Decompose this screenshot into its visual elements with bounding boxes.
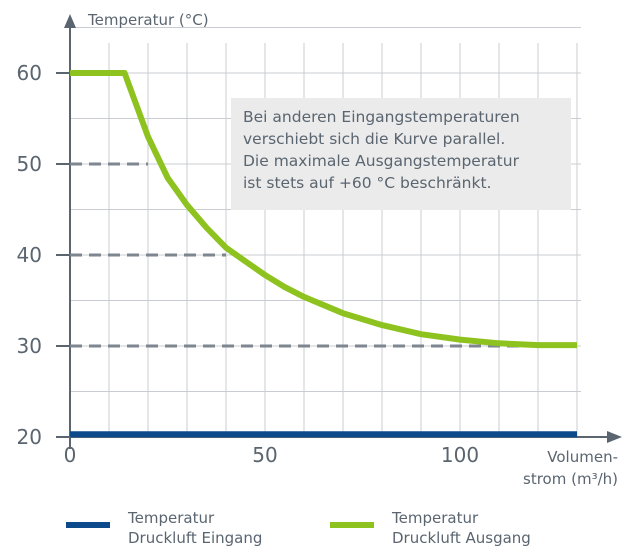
y-tick-label: 20 (17, 425, 42, 449)
annotation-line: Die maximale Ausgangstemperatur (243, 152, 519, 170)
annotation-box (231, 98, 571, 210)
annotation-text: Bei anderen Eingangstemperaturen verschi… (243, 106, 568, 194)
x-tick-label: 100 (441, 443, 479, 467)
x-axis-title: Volumen- (547, 448, 618, 466)
y-tick-label: 40 (17, 243, 42, 267)
series-line-ausgang (70, 70, 577, 349)
legend-label-line: Druckluft Ausgang (392, 529, 531, 547)
legend-item-ausgang: Temperatur Druckluft Ausgang (330, 508, 531, 548)
y-tick-label: 30 (17, 334, 42, 358)
y-tick-label: 60 (17, 61, 42, 85)
y-tick-label: 50 (17, 152, 42, 176)
annotation-line: Bei anderen Eingangstemperaturen (243, 108, 520, 126)
legend-label-line: Druckluft Eingang (128, 529, 263, 547)
y-axis-arrow (64, 14, 76, 28)
x-axis-arrow (607, 431, 622, 443)
x-tick-label: 0 (64, 443, 77, 467)
y-axis-title: Temperatur (°C) (87, 11, 209, 29)
annotation-line: ist stets auf +60 °C beschränkt. (243, 174, 492, 192)
x-tick-label: 50 (252, 443, 277, 467)
legend-label-line: Temperatur (128, 509, 215, 527)
legend-item-eingang: Temperatur Druckluft Eingang (66, 508, 262, 548)
legend-label-line: Temperatur (392, 509, 479, 527)
annotation-line: verschiebt sich die Kurve parallel. (243, 130, 506, 148)
legend-label-eingang: Temperatur Druckluft Eingang (128, 508, 262, 548)
legend-swatch-eingang (66, 522, 110, 528)
legend-label-ausgang: Temperatur Druckluft Ausgang (392, 508, 531, 548)
legend-swatch-ausgang (330, 522, 374, 528)
x-axis-title: strom (m³/h) (523, 470, 618, 488)
